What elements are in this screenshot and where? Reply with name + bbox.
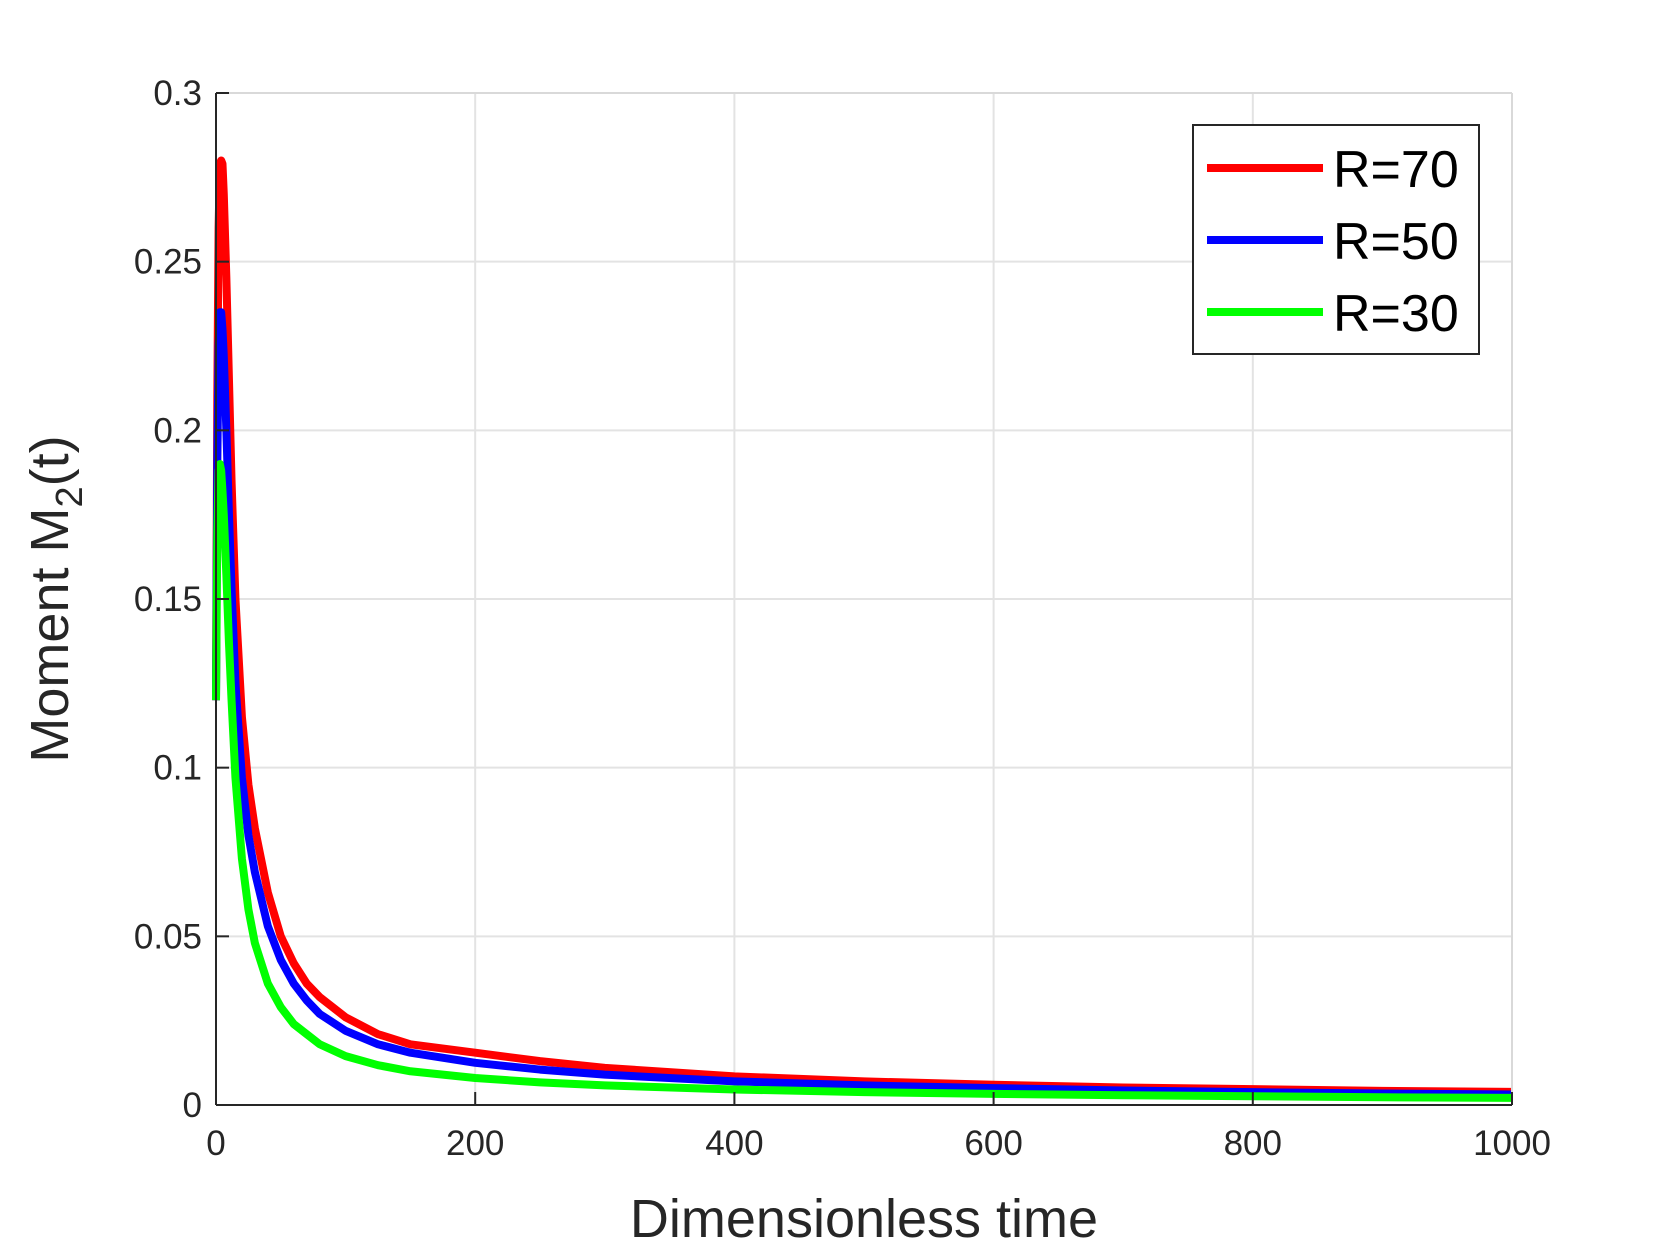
legend-item: R=50 <box>1207 213 1459 271</box>
x-tick-label: 200 <box>446 1124 504 1163</box>
y-tick-label: 0 <box>183 1086 202 1125</box>
y-axis-label-subscript: 2 <box>49 486 91 507</box>
y-axis-label-suffix: (t) <box>20 435 80 486</box>
series-line-r-70 <box>212 156 1513 1096</box>
y-tick-label: 0.1 <box>153 749 202 788</box>
x-tick-label: 400 <box>705 1124 763 1163</box>
x-tick-label: 600 <box>964 1124 1022 1163</box>
legend-label: R=50 <box>1333 213 1459 271</box>
x-axis-ticks: 0 200 400 600 800 1000 <box>206 1092 1551 1163</box>
series-line-r-30 <box>212 460 1513 1102</box>
x-tick-label: 0 <box>206 1124 225 1163</box>
y-tick-label: 0.25 <box>134 243 202 282</box>
y-tick-label: 0.15 <box>134 580 202 619</box>
legend: R=70 R=50 R=30 <box>1192 124 1480 355</box>
y-tick-label: 0.3 <box>153 74 202 113</box>
y-axis-label: Moment M2(t) <box>20 435 91 762</box>
legend-label: R=70 <box>1333 141 1459 199</box>
y-axis-ticks: 0 0.05 0.1 0.15 0.2 0.25 0.3 <box>134 74 229 1125</box>
x-axis-label: Dimensionless time <box>630 1189 1098 1246</box>
y-tick-label: 0.05 <box>134 917 202 956</box>
series-line-r-50 <box>212 308 1513 1099</box>
series-layer <box>212 156 1513 1102</box>
legend-item: R=30 <box>1207 285 1459 343</box>
x-tick-label: 800 <box>1224 1124 1282 1163</box>
legend-label: R=30 <box>1333 285 1459 343</box>
y-axis-label-main: Moment M <box>20 508 80 763</box>
y-tick-label: 0.2 <box>153 411 202 450</box>
x-tick-label: 1000 <box>1473 1124 1551 1163</box>
legend-item: R=70 <box>1207 141 1459 199</box>
